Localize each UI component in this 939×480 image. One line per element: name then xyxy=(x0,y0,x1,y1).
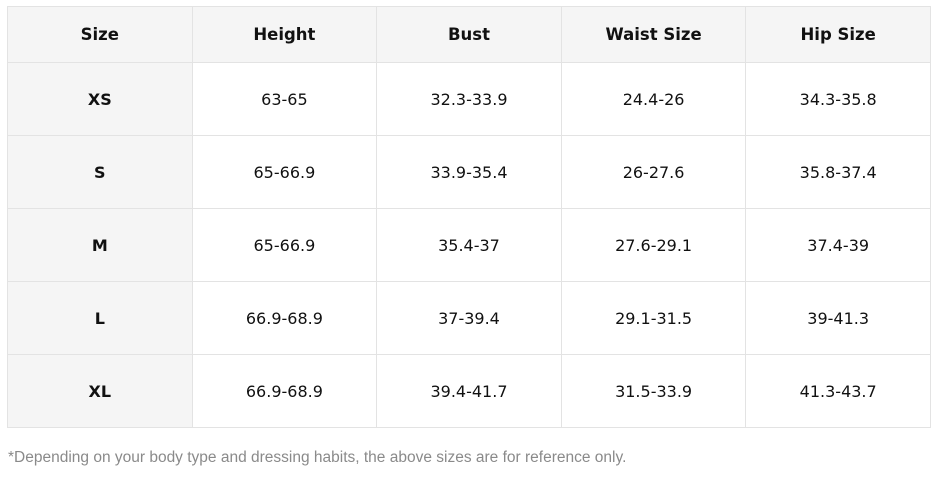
table-row: XS 63-65 32.3-33.9 24.4-26 34.3-35.8 xyxy=(7,62,931,136)
cell-bust: 35.4-37 xyxy=(376,208,562,282)
cell-size: L xyxy=(7,281,193,355)
column-header-bust: Bust xyxy=(376,6,562,63)
table-row: L 66.9-68.9 37-39.4 29.1-31.5 39-41.3 xyxy=(7,281,931,355)
cell-height: 65-66.9 xyxy=(191,135,378,209)
cell-waist: 29.1-31.5 xyxy=(560,281,747,355)
column-header-waist: Waist Size xyxy=(560,6,747,63)
cell-bust: 32.3-33.9 xyxy=(376,62,562,136)
cell-height: 66.9-68.9 xyxy=(191,281,378,355)
cell-hip: 39-41.3 xyxy=(745,281,931,355)
cell-bust: 37-39.4 xyxy=(376,281,562,355)
cell-hip: 37.4-39 xyxy=(745,208,931,282)
table-row: M 65-66.9 35.4-37 27.6-29.1 37.4-39 xyxy=(7,208,931,282)
cell-size: S xyxy=(7,135,193,209)
column-header-hip: Hip Size xyxy=(745,6,931,63)
column-header-size: Size xyxy=(7,6,193,63)
column-header-height: Height xyxy=(191,6,378,63)
size-chart-table: Size Height Bust Waist Size Hip Size XS 63-65… xyxy=(7,6,931,428)
table-row: XL 66.9-68.9 39.4-41.7 31.5-33.9 41.3-43.7 xyxy=(7,354,931,428)
cell-waist: 31.5-33.9 xyxy=(560,354,747,428)
cell-waist: 27.6-29.1 xyxy=(560,208,747,282)
cell-height: 63-65 xyxy=(191,62,378,136)
cell-hip: 35.8-37.4 xyxy=(745,135,931,209)
cell-waist: 24.4-26 xyxy=(560,62,747,136)
table-row: S 65-66.9 33.9-35.4 26-27.6 35.8-37.4 xyxy=(7,135,931,209)
cell-waist: 26-27.6 xyxy=(560,135,747,209)
cell-hip: 34.3-35.8 xyxy=(745,62,931,136)
cell-height: 65-66.9 xyxy=(191,208,378,282)
cell-size: XS xyxy=(7,62,193,136)
reference-note: *Depending on your body type and dressin… xyxy=(8,449,627,466)
cell-size: M xyxy=(7,208,193,282)
cell-bust: 39.4-41.7 xyxy=(376,354,562,428)
cell-bust: 33.9-35.4 xyxy=(376,135,562,209)
cell-hip: 41.3-43.7 xyxy=(745,354,931,428)
cell-size: XL xyxy=(7,354,193,428)
cell-height: 66.9-68.9 xyxy=(191,354,378,428)
header-row: Size Height Bust Waist Size Hip Size xyxy=(7,6,931,63)
